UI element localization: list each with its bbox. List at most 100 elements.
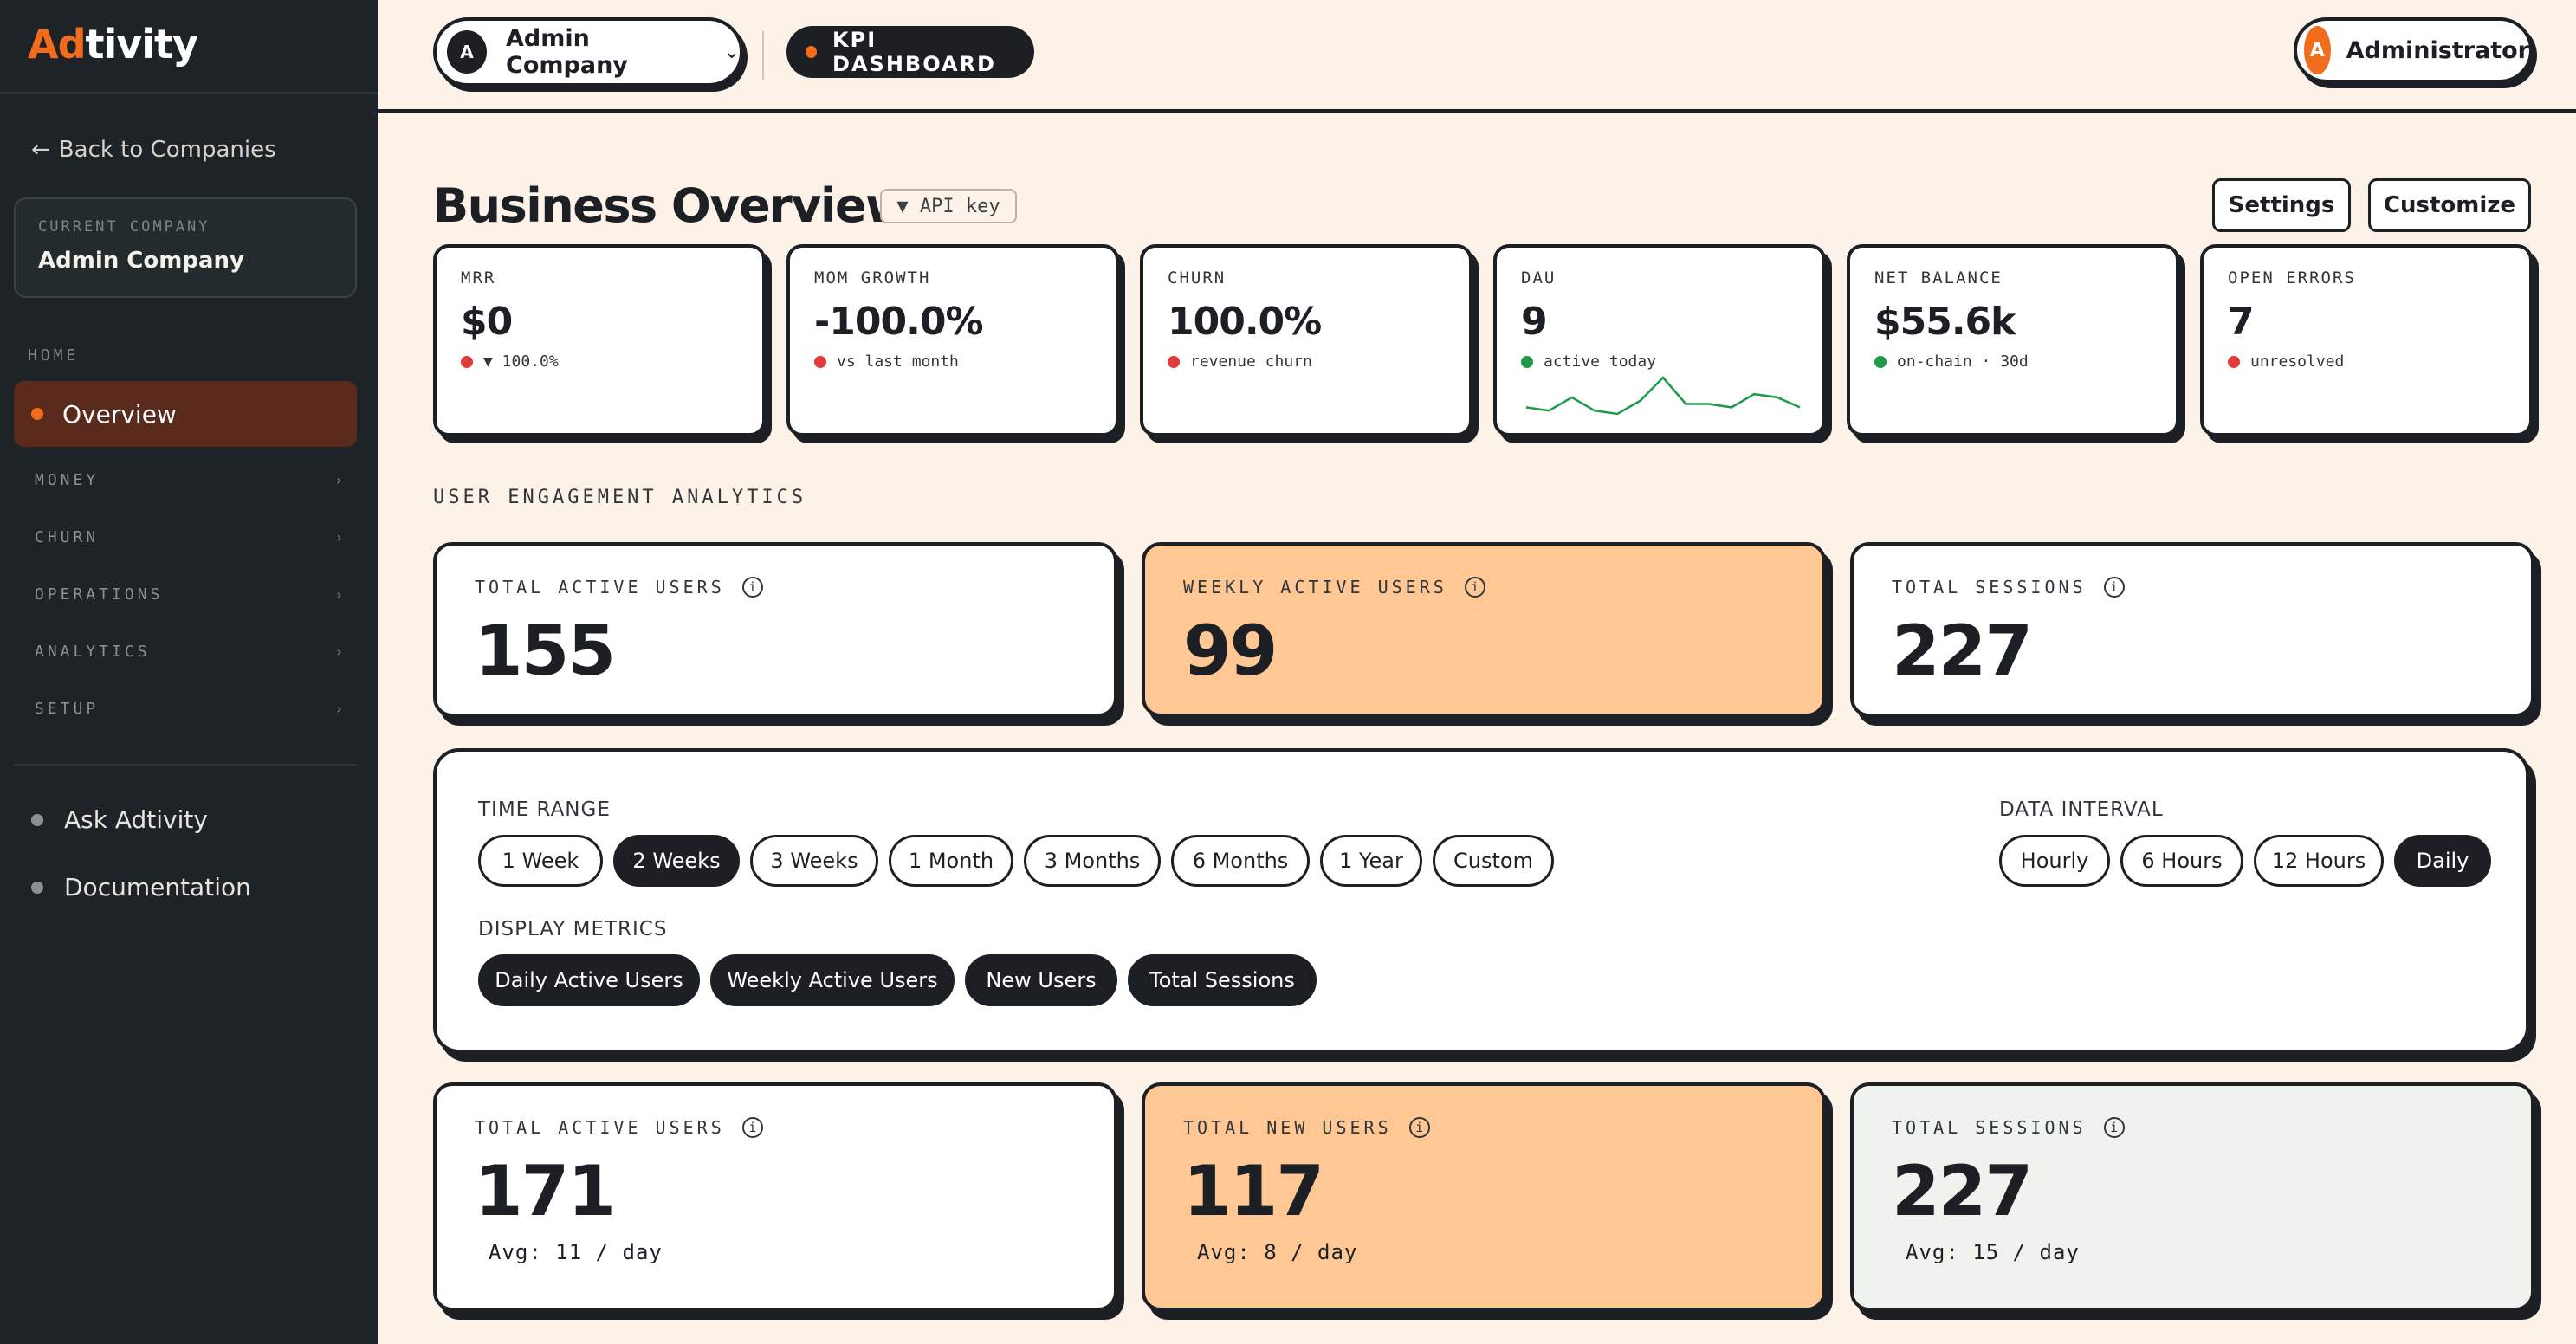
- kpi-card-mom-growth[interactable]: MOM GROWTH -100.0% vs last month: [786, 244, 1119, 436]
- stat-value: 155: [475, 611, 616, 691]
- interval-daily[interactable]: Daily: [2394, 835, 2491, 887]
- sidebar-group-label: OPERATIONS: [35, 585, 164, 604]
- current-company-caption: CURRENT COMPANY: [38, 218, 210, 236]
- user-menu[interactable]: A Administrator: [2294, 17, 2533, 83]
- status-dot-icon: [806, 46, 818, 58]
- sidebar-group-churn[interactable]: CHURN ›: [35, 520, 343, 554]
- stat-value: 227: [1892, 1151, 2033, 1231]
- back-to-companies-link[interactable]: ← Back to Companies: [31, 137, 276, 163]
- stat-card-total-sessions: TOTAL SESSIONS i 227: [1850, 542, 2534, 717]
- kpi-caption: MRR: [461, 268, 496, 288]
- filter-panel: TIME RANGE 1 Week 2 Weeks 3 Weeks 1 Mont…: [433, 748, 2529, 1053]
- status-dot-icon: [2228, 355, 2240, 368]
- sidebar-item-documentation[interactable]: Documentation: [31, 873, 251, 901]
- company-switcher-label: Admin Company: [506, 25, 628, 79]
- chevron-right-icon: ›: [334, 528, 343, 546]
- time-range-1-year[interactable]: 1 Year: [1320, 835, 1422, 887]
- time-range-3-months[interactable]: 3 Months: [1024, 835, 1161, 887]
- company-switcher[interactable]: A Admin Company ⌄: [433, 17, 743, 87]
- chevron-down-icon: ⌄: [723, 41, 740, 63]
- metric-daily-active-users[interactable]: Daily Active Users: [478, 954, 700, 1006]
- chevron-right-icon: ›: [334, 643, 343, 660]
- status-dot-icon: [1168, 355, 1180, 368]
- engagement-section-label: USER ENGAGEMENT ANALYTICS: [433, 487, 807, 508]
- info-icon[interactable]: i: [741, 577, 763, 598]
- topbar-divider: [762, 31, 764, 80]
- status-dot-icon: [814, 355, 826, 368]
- info-icon[interactable]: i: [1408, 1117, 1430, 1138]
- sidebar-group-setup[interactable]: SETUP ›: [35, 691, 343, 726]
- dau-sparkline: [1525, 376, 1801, 416]
- kpi-subtext: ▼ 100.0%: [483, 352, 559, 371]
- metric-total-sessions[interactable]: Total Sessions: [1128, 954, 1317, 1006]
- stat-caption: TOTAL SESSIONS: [1892, 577, 2087, 598]
- time-range-2-weeks[interactable]: 2 Weeks: [613, 835, 740, 887]
- kpi-card-mrr[interactable]: MRR $0 ▼ 100.0%: [433, 244, 766, 436]
- sidebar-section-home: HOME: [28, 346, 80, 365]
- kpi-value: 7: [2228, 300, 2255, 344]
- kpi-caption: DAU: [1521, 268, 1557, 288]
- kpi-value: $0: [461, 300, 513, 344]
- sidebar-item-label: Overview: [62, 399, 177, 429]
- data-interval-label: DATA INTERVAL: [1999, 798, 2164, 821]
- kpi-value: -100.0%: [814, 300, 984, 344]
- stat-caption: WEEKLY ACTIVE USERS: [1183, 577, 1447, 598]
- api-key-toggle[interactable]: ▼ API key: [880, 189, 1017, 223]
- status-dot-icon: [1521, 355, 1533, 368]
- kpi-value: 100.0%: [1168, 300, 1322, 344]
- kpi-card-open-errors[interactable]: OPEN ERRORS 7 unresolved: [2200, 244, 2533, 436]
- kpi-dashboard-pill[interactable]: KPI DASHBOARD: [786, 26, 1034, 78]
- stat-card-period-sessions: TOTAL SESSIONS i 227 Avg: 15 / day: [1850, 1082, 2534, 1311]
- status-dot-icon: [461, 355, 473, 368]
- user-name: Administrator: [2346, 36, 2529, 64]
- sidebar-item-label: Documentation: [64, 873, 251, 901]
- sidebar-group-label: CHURN: [35, 527, 100, 546]
- time-range-3-weeks[interactable]: 3 Weeks: [750, 835, 878, 887]
- kpi-subtext: vs last month: [837, 352, 959, 371]
- time-range-label: TIME RANGE: [478, 798, 611, 821]
- info-icon[interactable]: i: [741, 1117, 763, 1138]
- info-icon[interactable]: i: [2103, 1117, 2125, 1138]
- metric-weekly-active-users[interactable]: Weekly Active Users: [710, 954, 955, 1006]
- adtivity-logo[interactable]: Adtivity: [28, 21, 198, 68]
- chevron-right-icon: ›: [334, 585, 343, 603]
- time-range-custom[interactable]: Custom: [1433, 835, 1554, 887]
- time-range-1-week[interactable]: 1 Week: [478, 835, 603, 887]
- sparkline-path: [1525, 376, 1801, 416]
- bullet-icon: [31, 813, 43, 826]
- sidebar-group-money[interactable]: MONEY ›: [35, 462, 343, 497]
- sidebar-group-analytics[interactable]: ANALYTICS ›: [35, 634, 343, 669]
- kpi-card-churn[interactable]: CHURN 100.0% revenue churn: [1140, 244, 1472, 436]
- kpi-caption: CHURN: [1168, 268, 1227, 288]
- stat-average: Avg: 15 / day: [1906, 1240, 2080, 1264]
- sidebar-item-overview[interactable]: Overview: [14, 381, 357, 447]
- chevron-right-icon: ›: [334, 471, 343, 488]
- stat-value: 99: [1183, 611, 1278, 691]
- metric-new-users[interactable]: New Users: [965, 954, 1117, 1006]
- stat-value: 171: [475, 1151, 616, 1231]
- kpi-subtext: on-chain · 30d: [1897, 352, 2029, 371]
- stat-card-weekly-active-users: WEEKLY ACTIVE USERS i 99: [1142, 542, 1826, 717]
- info-icon[interactable]: i: [1464, 577, 1485, 598]
- time-range-1-month[interactable]: 1 Month: [889, 835, 1013, 887]
- time-range-6-months[interactable]: 6 Months: [1171, 835, 1310, 887]
- sidebar-divider: [0, 92, 378, 94]
- kpi-card-dau[interactable]: DAU 9 active today: [1493, 244, 1826, 436]
- settings-button[interactable]: Settings: [2212, 178, 2351, 232]
- stat-card-period-active-users: TOTAL ACTIVE USERS i 171 Avg: 11 / day: [433, 1082, 1117, 1311]
- stat-card-total-new-users: TOTAL NEW USERS i 117 Avg: 8 / day: [1142, 1082, 1826, 1311]
- interval-6-hours[interactable]: 6 Hours: [2120, 835, 2243, 887]
- stat-caption: TOTAL ACTIVE USERS: [475, 577, 725, 598]
- sidebar-group-label: ANALYTICS: [35, 642, 151, 661]
- info-icon[interactable]: i: [2103, 577, 2125, 598]
- kpi-value: $55.6k: [1874, 300, 2016, 344]
- sidebar-group-operations[interactable]: OPERATIONS ›: [35, 577, 343, 611]
- customize-button[interactable]: Customize: [2368, 178, 2531, 232]
- stat-value: 227: [1892, 611, 2033, 691]
- interval-hourly[interactable]: Hourly: [1999, 835, 2110, 887]
- chevron-right-icon: ›: [334, 700, 343, 717]
- sidebar-item-ask-adtivity[interactable]: Ask Adtivity: [31, 805, 208, 834]
- kpi-card-net-balance[interactable]: NET BALANCE $55.6k on-chain · 30d: [1847, 244, 2179, 436]
- stat-average: Avg: 11 / day: [489, 1240, 663, 1264]
- interval-12-hours[interactable]: 12 Hours: [2254, 835, 2384, 887]
